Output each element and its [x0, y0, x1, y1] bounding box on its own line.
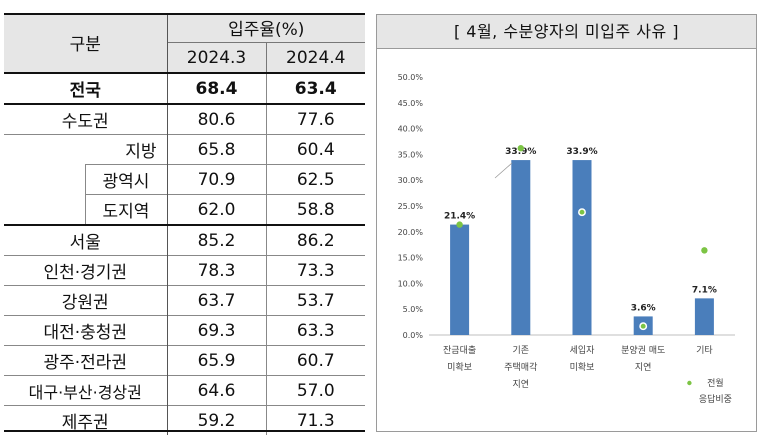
bar-chart: 0.0% 5.0% 10.0% 15.0% 20.0% 25.0% 30.0% 35.0% 40… [398, 73, 735, 405]
row-label: 전국 [4, 72, 167, 104]
chart-panel: [ 4월, 수분양자의 미입주 사유 ] 0.0% 5.0% 10.0% 15.0% 2… [376, 14, 757, 432]
row-value-2024-3: 64.6 [166, 375, 267, 406]
row-value-2024-4: 77.6 [266, 103, 365, 135]
bar [511, 160, 531, 335]
y-tick-label: 40.0% [398, 125, 424, 134]
row-label: 대전·충청권 [4, 315, 167, 346]
row-label: 수도권 [4, 103, 167, 135]
previous-month-marker [701, 247, 708, 254]
row-value-2024-4: 71.3 [266, 405, 365, 435]
previous-month-marker [578, 208, 586, 217]
row-value-2024-4: 58.8 [266, 194, 365, 225]
y-tick-label: 25.0% [398, 202, 424, 211]
table-row: 광역시 70.9 62.5 [4, 164, 365, 195]
header-group-label: 구분 [4, 13, 168, 73]
data-label: 33.9% [566, 147, 597, 157]
row-value-2024-3: 85.2 [166, 224, 267, 256]
row-value-2024-4: 63.3 [266, 315, 365, 346]
row-value-2024-3: 70.9 [166, 164, 267, 195]
data-label: 21.4% [444, 212, 475, 222]
row-value-2024-3: 63.7 [166, 285, 267, 316]
table-row: 도지역 62.0 58.8 [4, 194, 365, 225]
x-tick-label: 미확보 [570, 361, 595, 373]
bar [572, 160, 592, 335]
row-value-2024-4: 62.5 [266, 164, 365, 195]
x-tick-label: 분양권 매도 [621, 344, 665, 356]
x-tick-label: 잔금대출 [443, 345, 476, 356]
row-value-2024-3: 78.3 [166, 255, 267, 286]
previous-month-marker [639, 322, 648, 331]
x-tick-label: 지연 [635, 362, 652, 373]
row-value-2024-4: 63.4 [266, 72, 365, 104]
row-value-2024-4: 57.0 [266, 375, 365, 406]
row-value-2024-4: 73.3 [266, 255, 365, 286]
row-label: 광역시 [84, 164, 167, 195]
bar [694, 298, 714, 335]
row-value-2024-4: 60.4 [266, 134, 365, 165]
y-tick-label: 0.0% [403, 331, 424, 340]
table-row: 수도권 80.6 77.6 [4, 103, 365, 135]
row-value-2024-4: 86.2 [266, 224, 365, 256]
row-label: 지방 [85, 134, 167, 165]
row-value-2024-3: 65.8 [166, 134, 267, 165]
row-label: 대구·부산·경상권 [4, 375, 167, 406]
x-tick-label: 기타 [696, 345, 713, 356]
table-row: 강원권 63.7 53.7 [4, 285, 365, 316]
table-row: 제주권 59.2 71.3 [4, 405, 365, 435]
y-tick-label: 50.0% [398, 73, 424, 82]
table-year-row: 2024.3 2024.4 [4, 42, 365, 73]
row-label: 제주권 [4, 405, 167, 435]
y-tick-label: 45.0% [398, 99, 424, 108]
legend-marker [687, 380, 692, 386]
chart-title: [ 4월, 수분양자의 미입주 사유 ] [377, 15, 756, 49]
row-value-2024-3: 65.9 [166, 345, 267, 376]
legend-label: 전월 [707, 377, 724, 389]
row-value-2024-3: 59.2 [166, 405, 267, 435]
table-row: 인천·경기권 78.3 73.3 [4, 255, 365, 286]
table-row: 전국 68.4 63.4 [4, 72, 365, 104]
x-tick-label: 미확보 [447, 361, 472, 373]
x-tick-label: 지연 [513, 379, 530, 390]
x-tick-label: 기존 [513, 345, 530, 356]
row-value-2024-4: 53.7 [266, 285, 365, 316]
row-value-2024-3: 80.6 [166, 103, 267, 135]
row-label: 도지역 [84, 194, 167, 225]
row-value-2024-3: 68.4 [166, 72, 267, 104]
row-label: 강원권 [4, 285, 167, 316]
row-label: 광주·전라권 [4, 345, 167, 376]
data-label: 33.9% [505, 147, 536, 157]
header-metric-label: 입주율(%) [167, 13, 365, 43]
header-year-2: 2024.4 [266, 42, 365, 73]
y-tick-label: 5.0% [403, 305, 424, 314]
y-tick-label: 15.0% [398, 254, 424, 263]
y-tick-label: 30.0% [398, 176, 424, 185]
table-row: 서울 85.2 86.2 [4, 224, 365, 256]
data-label: 3.6% [631, 303, 656, 313]
bar [450, 224, 470, 335]
previous-month-marker [517, 145, 524, 152]
y-tick-label: 10.0% [398, 279, 424, 288]
row-value-2024-3: 62.0 [166, 194, 267, 225]
header-year-1: 2024.3 [167, 42, 267, 73]
occupancy-rate-table: 구분 입주율(%) 2024.3 2024.4 전국 68.4 63.4 수도권… [4, 13, 365, 435]
table-row: 대전·충청권 69.3 63.3 [4, 315, 365, 346]
x-tick-label: 세입자 [570, 344, 596, 356]
row-label: 서울 [4, 224, 167, 256]
row-label: 인천·경기권 [4, 255, 167, 286]
leader-line [494, 162, 513, 179]
table-header-row: 구분 입주율(%) [4, 13, 365, 73]
y-tick-label: 35.0% [398, 150, 424, 159]
legend-label: 응답비중 [699, 393, 732, 405]
x-tick-label: 주택매각 [504, 361, 537, 373]
table-row: 지방 65.8 60.4 [4, 134, 365, 165]
table-row: 광주·전라권 65.9 60.7 [4, 345, 365, 376]
table-row: 대구·부산·경상권 64.6 57.0 [4, 375, 365, 406]
row-value-2024-3: 69.3 [166, 315, 267, 346]
data-label: 7.1% [692, 285, 717, 295]
previous-month-marker [456, 221, 463, 228]
row-value-2024-4: 60.7 [266, 345, 365, 376]
y-tick-label: 20.0% [398, 228, 424, 237]
